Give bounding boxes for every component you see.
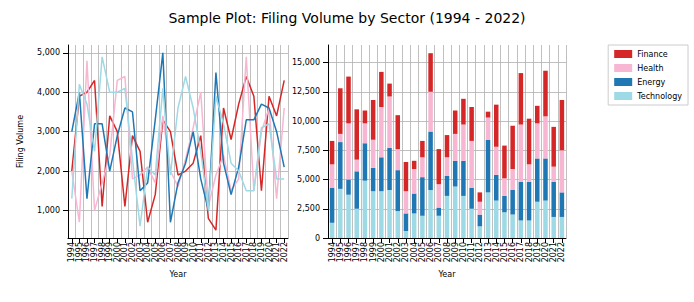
svg-text:Health: Health xyxy=(637,64,663,73)
svg-text:1999: 1999 xyxy=(105,242,115,263)
svg-text:2000: 2000 xyxy=(112,242,122,263)
svg-text:2019: 2019 xyxy=(256,242,266,263)
svg-text:Year: Year xyxy=(169,270,188,279)
svg-text:2004: 2004 xyxy=(143,242,153,263)
svg-text:1997: 1997 xyxy=(90,242,100,263)
svg-text:2008: 2008 xyxy=(173,242,183,263)
svg-text:2001: 2001 xyxy=(385,242,395,263)
svg-text:1995: 1995 xyxy=(74,242,84,263)
svg-text:2010: 2010 xyxy=(458,242,468,263)
svg-text:1994: 1994 xyxy=(67,242,77,263)
svg-text:1998: 1998 xyxy=(97,242,107,263)
svg-text:2014: 2014 xyxy=(219,242,228,263)
svg-text:2014: 2014 xyxy=(491,242,501,263)
svg-text:2015: 2015 xyxy=(226,242,236,263)
svg-text:2017: 2017 xyxy=(516,242,526,263)
svg-text:2011: 2011 xyxy=(467,242,477,263)
svg-text:2016: 2016 xyxy=(508,242,518,263)
svg-text:1999: 1999 xyxy=(368,242,378,263)
svg-text:2004: 2004 xyxy=(409,242,419,263)
svg-text:2017: 2017 xyxy=(241,242,251,263)
svg-text:2003: 2003 xyxy=(401,242,411,263)
svg-text:2005: 2005 xyxy=(417,242,427,263)
svg-text:2001: 2001 xyxy=(120,242,130,263)
svg-text:2020: 2020 xyxy=(264,242,274,263)
svg-text:2002: 2002 xyxy=(393,242,403,263)
svg-text:2005: 2005 xyxy=(150,242,160,263)
svg-text:2007: 2007 xyxy=(434,242,444,263)
svg-text:1996: 1996 xyxy=(344,242,353,263)
svg-text:2009: 2009 xyxy=(450,242,460,263)
svg-text:2013: 2013 xyxy=(211,242,221,263)
svg-text:2015: 2015 xyxy=(499,242,509,263)
svg-text:Year: Year xyxy=(438,270,457,279)
svg-text:1998: 1998 xyxy=(360,242,370,263)
svg-text:0: 0 xyxy=(315,234,320,243)
svg-text:2009: 2009 xyxy=(181,242,191,263)
svg-text:2018: 2018 xyxy=(524,242,534,263)
svg-text:2012: 2012 xyxy=(203,242,213,263)
svg-text:1996: 1996 xyxy=(82,242,92,263)
svg-text:2003: 2003 xyxy=(135,242,145,263)
svg-text:2021: 2021 xyxy=(272,242,282,263)
svg-text:2010: 2010 xyxy=(188,242,198,263)
svg-text:2022: 2022 xyxy=(557,242,566,262)
svg-text:2016: 2016 xyxy=(234,242,244,263)
svg-text:5,000: 5,000 xyxy=(37,48,60,57)
svg-text:2,500: 2,500 xyxy=(297,204,320,213)
svg-text:2022: 2022 xyxy=(280,242,289,262)
svg-text:2,000: 2,000 xyxy=(37,167,60,176)
svg-text:Sample Plot: Filing Volume by: Sample Plot: Filing Volume by Sector (19… xyxy=(168,10,525,26)
svg-text:10,000: 10,000 xyxy=(292,117,320,126)
svg-text:4,000: 4,000 xyxy=(37,88,60,97)
svg-text:2021: 2021 xyxy=(549,242,559,263)
svg-text:Finance: Finance xyxy=(637,50,668,59)
svg-text:12,500: 12,500 xyxy=(292,87,320,96)
svg-text:Energy: Energy xyxy=(637,78,665,87)
svg-text:2002: 2002 xyxy=(128,242,137,263)
svg-text:2013: 2013 xyxy=(483,242,493,263)
svg-text:2006: 2006 xyxy=(426,242,436,263)
svg-text:2011: 2011 xyxy=(196,242,206,263)
svg-text:7,500: 7,500 xyxy=(297,146,320,155)
svg-text:2020: 2020 xyxy=(541,242,550,263)
svg-text:2006: 2006 xyxy=(158,242,168,263)
svg-text:2019: 2019 xyxy=(532,242,542,263)
svg-text:2000: 2000 xyxy=(376,242,386,263)
svg-text:Filing Volume: Filing Volume xyxy=(16,115,25,168)
svg-text:2007: 2007 xyxy=(165,242,175,263)
svg-text:1994: 1994 xyxy=(327,242,337,263)
svg-text:1,000: 1,000 xyxy=(37,206,60,215)
svg-text:1995: 1995 xyxy=(335,242,345,263)
svg-text:15,000: 15,000 xyxy=(292,58,320,67)
svg-text:5,000: 5,000 xyxy=(297,175,320,184)
svg-text:1997: 1997 xyxy=(352,242,362,263)
svg-text:2008: 2008 xyxy=(442,242,452,263)
svg-text:2012: 2012 xyxy=(475,242,485,263)
svg-text:Technology: Technology xyxy=(636,92,682,101)
svg-text:2018: 2018 xyxy=(249,242,259,263)
svg-text:3,000: 3,000 xyxy=(37,127,60,136)
